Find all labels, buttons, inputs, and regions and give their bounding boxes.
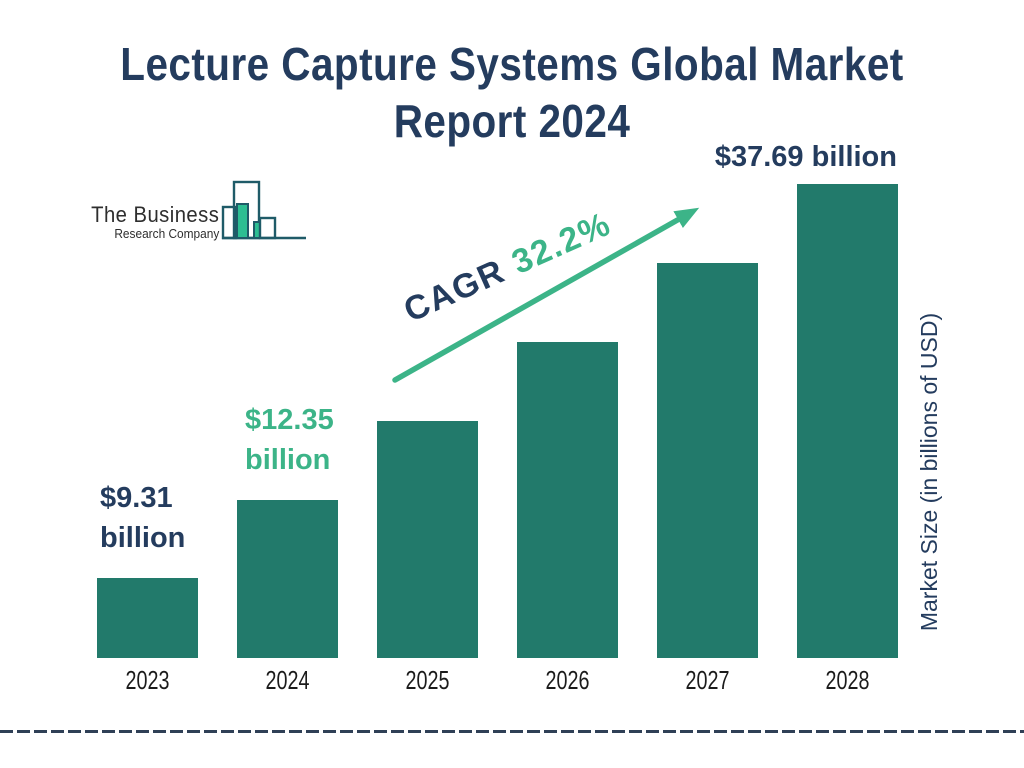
bar-2025 [377, 421, 478, 658]
bar-2026 [517, 342, 618, 658]
value-label-2028: $37.69 billion [715, 137, 897, 177]
value-label-2024: $12.35 billion [245, 400, 334, 480]
x-axis-label-2025: 2025 [405, 665, 450, 695]
growth-arrow-icon [392, 207, 700, 383]
bar-2024 [237, 500, 338, 658]
value-label-2023: $9.31 billion [100, 478, 185, 558]
chart-title-line2: Report 2024 [393, 95, 631, 147]
bottom-dashed-divider [0, 730, 1024, 733]
value-label-2023-line1: $9.31 [100, 482, 173, 514]
x-axis-label-2024: 2024 [265, 665, 310, 695]
value-label-2024-line2: billion [245, 444, 331, 476]
y-axis-title: Market Size (in billions of USD) [916, 312, 942, 632]
x-axis-label-2023: 2023 [125, 665, 170, 695]
value-label-2028-line1: $37.69 billion [714, 141, 897, 173]
logo-text: The Business Research Company [80, 202, 220, 242]
chart-title: Lecture Capture Systems Global Market Re… [0, 36, 1024, 150]
company-logo: The Business Research Company [80, 180, 309, 241]
value-label-2024-line1: $12.35 [245, 404, 334, 436]
bar-2028 [797, 184, 898, 658]
x-axis-label-2028: 2028 [825, 665, 870, 695]
chart-title-line1: Lecture Capture Systems Global Market [120, 38, 904, 90]
bar-2027 [657, 263, 758, 658]
value-label-2023-line2: billion [100, 522, 186, 554]
logo-subname: Research Company [114, 227, 220, 241]
logo-bars-icon [222, 180, 307, 240]
bar-2023 [97, 578, 198, 658]
x-axis-label-2027: 2027 [685, 665, 730, 695]
x-axis-label-2026: 2026 [545, 665, 590, 695]
logo-name: The Business [91, 202, 220, 227]
